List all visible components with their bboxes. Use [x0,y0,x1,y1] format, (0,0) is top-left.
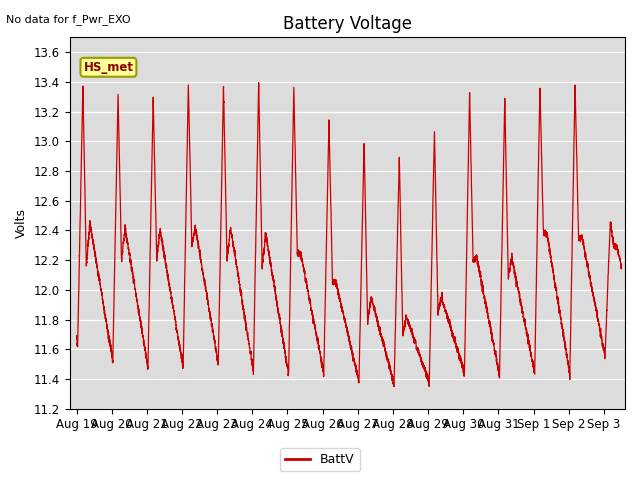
Title: Battery Voltage: Battery Voltage [283,15,412,33]
Y-axis label: Volts: Volts [15,208,28,238]
Legend: BattV: BattV [280,448,360,471]
Text: HS_met: HS_met [83,61,133,74]
Text: No data for f_Pwr_EXO: No data for f_Pwr_EXO [6,14,131,25]
